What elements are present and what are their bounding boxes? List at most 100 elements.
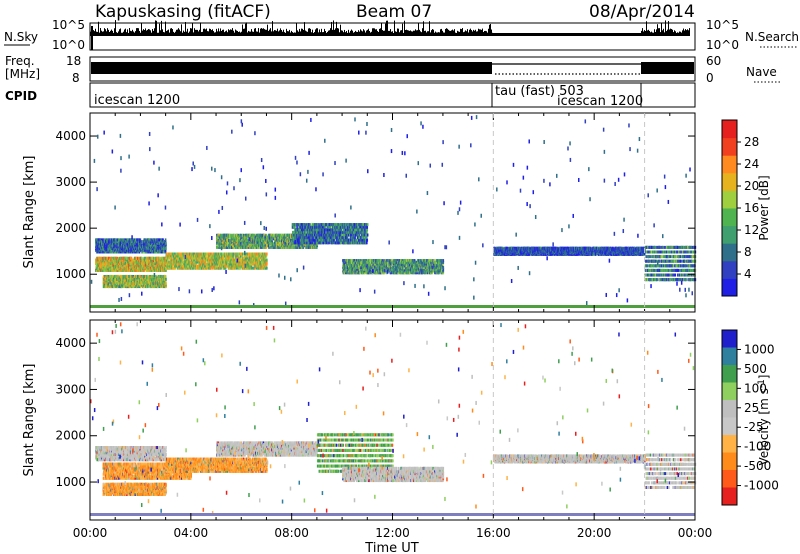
nsky-bar (208, 31, 209, 36)
nsky-bar (601, 33, 602, 36)
nsky-bar (545, 33, 546, 36)
nsky-bar (171, 28, 172, 36)
nsky-bar (205, 29, 206, 36)
nsky-bar (442, 31, 443, 36)
nsky-bar (353, 33, 354, 36)
nsky-bar (281, 30, 282, 36)
nsky-bar (609, 33, 610, 36)
nsky-bar (450, 31, 451, 36)
nsky-bar (667, 30, 668, 36)
nsky-bar (367, 30, 368, 36)
nsky-bar (320, 32, 321, 36)
nsky-bar (437, 32, 438, 36)
nsky-bar (686, 30, 687, 36)
nsky-bar (573, 33, 574, 36)
nsky-bar (590, 33, 591, 36)
nsky-bar (582, 33, 583, 36)
nsky-bar (271, 31, 272, 36)
nsky-bar (606, 33, 607, 36)
nsky-bar (207, 31, 208, 36)
nsky-bar (627, 33, 628, 36)
nsky-bar (489, 25, 490, 36)
nsky-bar (475, 30, 476, 36)
nsky-bar (462, 28, 463, 36)
nsky-bar (318, 32, 319, 36)
nsky-bar (371, 32, 372, 36)
nsky-bar (372, 28, 373, 36)
nsky-bar (558, 33, 559, 36)
nsky-bar (579, 33, 580, 36)
nsky-bar (410, 30, 411, 36)
nsky-bar (560, 33, 561, 36)
nsky-bar (158, 33, 159, 36)
nsky-tick-bottom: 10^0 (52, 38, 85, 52)
nsky-bar (270, 28, 271, 36)
nsky-bar (119, 29, 120, 36)
nsky-bar (311, 32, 312, 36)
nsky-bar (191, 28, 192, 36)
nsky-bar (677, 32, 678, 36)
nsky-bar (243, 29, 244, 36)
nsky-bar (387, 21, 388, 36)
nsky-bar (110, 31, 111, 36)
nsky-bar (105, 29, 106, 36)
nsky-bar (468, 32, 469, 36)
nsky-bar (659, 28, 660, 36)
nsky-bar (510, 33, 511, 36)
nsky-bar (168, 30, 169, 36)
nsky-bar (544, 33, 545, 36)
nsky-bar (132, 30, 133, 36)
nsky-bar (349, 33, 350, 36)
nsky-bar (413, 31, 414, 36)
power-echo (266, 259, 268, 262)
nsky-bar (248, 31, 249, 36)
power-echo (165, 238, 167, 241)
nsky-bar (203, 29, 204, 36)
nsky-bar (229, 30, 230, 36)
power-echo (266, 253, 268, 256)
nsky-bar (527, 33, 528, 36)
nsky-bar (648, 30, 649, 36)
nsky-bar (440, 29, 441, 36)
nsky-bar (129, 28, 130, 36)
nsky-bar (295, 33, 296, 36)
nsky-bar (317, 28, 318, 36)
nsky-bar (246, 22, 247, 36)
nsearch-tick-bottom: 10^0 (706, 38, 739, 52)
nsky-bar (685, 29, 686, 36)
nsky-bar (348, 30, 349, 36)
nsky-bar (180, 31, 181, 36)
nsky-bar (162, 29, 163, 36)
nsky-bar (597, 33, 598, 36)
nsky-bar (673, 32, 674, 36)
nsky-bar (341, 30, 342, 36)
nsky-bar (161, 21, 162, 36)
nsky-bar (163, 32, 164, 36)
nsky-bar (443, 32, 444, 36)
nsky-bar (391, 32, 392, 36)
nsky-bar (183, 31, 184, 36)
nsky-bar (108, 30, 109, 36)
nsky-bar (511, 33, 512, 36)
nsky-bar (378, 32, 379, 36)
nsky-bar (128, 33, 129, 36)
nsky-bar (626, 33, 627, 36)
nsky-bar (103, 31, 104, 36)
freq-unit: [MHz] (5, 67, 40, 81)
nsky-bar (344, 30, 345, 36)
nsky-bar (399, 32, 400, 36)
nsky-bar (457, 31, 458, 36)
nsky-bar (599, 33, 600, 36)
nsky-bar (486, 31, 487, 36)
nsky-bar (635, 33, 636, 36)
nsky-bar (535, 33, 536, 36)
nsky-bar (665, 20, 666, 36)
nsky-bar (495, 33, 496, 36)
nsky-bar (467, 29, 468, 36)
nsky-bar (509, 33, 510, 36)
nsky-bar (549, 33, 550, 36)
nsky-bar (504, 33, 505, 36)
nsky-bar (143, 29, 144, 36)
nsky-bar (433, 30, 434, 36)
nsky-bar (435, 32, 436, 36)
